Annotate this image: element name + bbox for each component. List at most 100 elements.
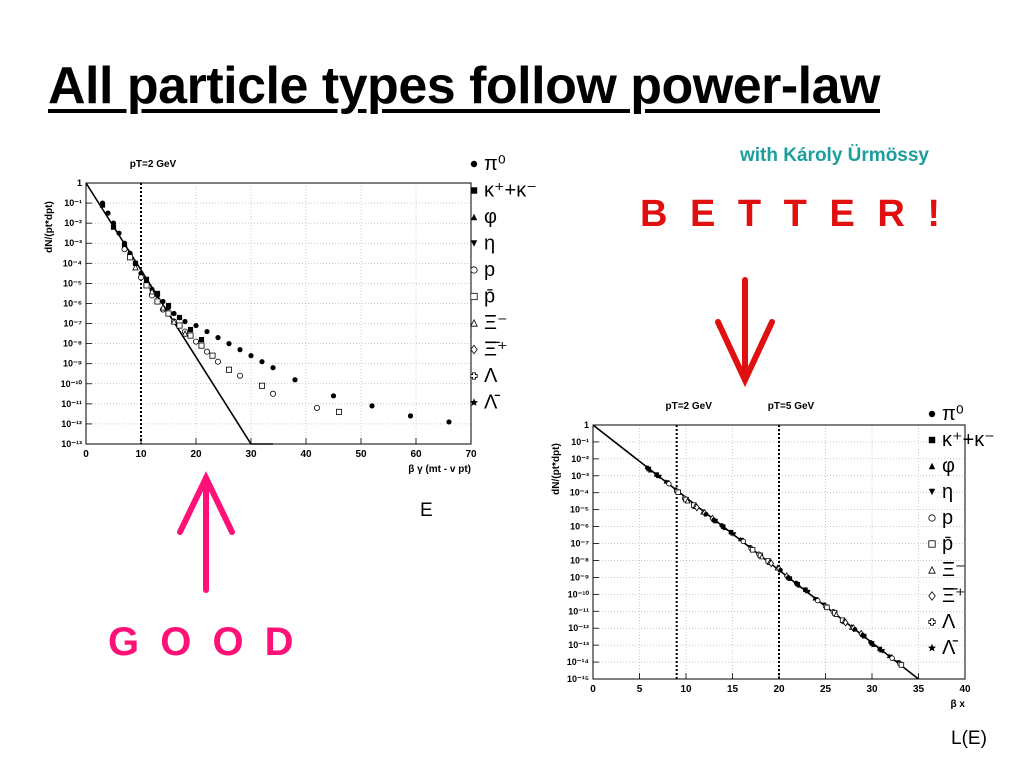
data-point [236, 372, 243, 379]
data-point [694, 503, 700, 512]
data-point [165, 310, 172, 317]
data-point [160, 298, 166, 305]
grid-lines [592, 424, 966, 680]
y-tick-label: 10⁻³ [64, 238, 82, 248]
legend-marker [470, 318, 478, 327]
data-point [198, 337, 205, 343]
data-point [330, 393, 337, 399]
data-point [313, 404, 320, 411]
legend-label: Λ̄ [942, 637, 958, 659]
data-point [796, 583, 802, 588]
cut-line-label: pT=5 GeV [768, 401, 815, 412]
slide-title: All particle types follow power-law [48, 57, 881, 115]
y-tick-label: 10⁻⁷ [571, 539, 590, 549]
legend-2: π⁰ κ⁺+κ⁻ φηp p̄ Ξ⁻ Ξ̄⁺ Λ Λ̄ [928, 403, 995, 659]
fit-line [85, 182, 273, 445]
data-point [646, 466, 652, 472]
x-tick-label: 20 [190, 449, 202, 460]
legend-marker [470, 160, 478, 168]
plot-area-2: 0 5 10 15 20 25 30 35 40 1 10⁻¹ 10⁻² 10⁻³ 10⁻⁴ 10⁻⁵ 10⁻… [551, 401, 971, 710]
data-point [666, 481, 672, 487]
y-tick-label: 10⁻² [571, 454, 589, 464]
y-tick-label: 10⁻⁴ [63, 258, 82, 268]
y-tick-label: 10⁻¹² [61, 419, 82, 429]
y-tick-label: 10⁻⁷ [64, 319, 83, 329]
good-up-arrow-icon [177, 471, 235, 593]
legend-label: π⁰ [942, 403, 964, 425]
x-tick-label: 50 [355, 449, 367, 460]
legend-marker [470, 398, 478, 406]
data-point [258, 382, 265, 389]
x-tick-label: 0 [590, 684, 596, 695]
x-tick-label: 40 [959, 684, 971, 695]
x-tick-label: 10 [680, 684, 692, 695]
legend-marker [928, 462, 936, 470]
data-point [154, 298, 161, 305]
x-tick-label: 15 [727, 684, 739, 695]
legend-marker [470, 372, 478, 380]
data-point [824, 604, 830, 611]
data-point [165, 302, 172, 309]
data-point [105, 210, 111, 216]
y-tick-label: 10⁻¹³ [568, 640, 589, 650]
data-point [703, 511, 709, 517]
y-tick-label: 10⁻¹² [568, 623, 589, 633]
y-axis-label: dN/(pt*dpt) [551, 443, 562, 495]
legend-marker [928, 488, 936, 496]
data-point [203, 348, 210, 355]
data-point [787, 576, 793, 581]
y-tick-label: 10⁻¹⁰ [568, 589, 590, 599]
data-point [269, 390, 276, 397]
data-point [889, 655, 895, 661]
series-1 [99, 202, 205, 343]
legend-marker [928, 565, 936, 574]
data-point [713, 518, 718, 524]
x-tick-label: 5 [637, 684, 643, 695]
data-point [731, 532, 737, 537]
data-point [335, 408, 342, 415]
legend-label: Ξ⁻ [942, 559, 966, 581]
legend-label: π⁰ [484, 153, 506, 175]
y-tick-label: 10⁻⁶ [570, 522, 589, 532]
data-point [248, 353, 254, 359]
better-label: B E T T E R ! [640, 193, 946, 235]
legend-label: p̄ [484, 286, 495, 308]
legend-marker [470, 240, 478, 247]
plot-area-1: 0 10 20 30 40 50 60 70 1 10⁻¹ 10⁻² 10⁻³ 10⁻⁴ 10⁻⁵ 10⁻⁶… [44, 159, 477, 475]
data-point [143, 282, 150, 289]
data-point [842, 618, 849, 627]
y-tick-label: 10⁻⁶ [63, 298, 82, 308]
data-points [99, 200, 452, 425]
x-tick-label: 60 [410, 449, 422, 460]
legend-1: π⁰ κ⁺+κ⁻ φηp p̄ Ξ⁻ Ξ̄⁺ Λ Λ̄ [470, 153, 537, 414]
caption-left: E [420, 500, 433, 521]
y-tick-label: 10⁻⁸ [570, 555, 589, 565]
data-point [110, 220, 117, 226]
data-point [871, 642, 876, 647]
data-point [369, 403, 375, 409]
data-point [138, 270, 144, 276]
legend-marker [928, 410, 936, 418]
legend-label: Ξ̄⁺ [484, 339, 508, 361]
series-4 [132, 263, 189, 337]
legend-label: η [942, 481, 953, 503]
x-tick-label: 30 [245, 449, 257, 460]
y-tick-label: 10⁻¹ [571, 437, 589, 447]
data-point [833, 610, 840, 617]
data-point [259, 359, 265, 365]
x-tick-label: 0 [83, 449, 89, 460]
caption-right: L(E) [951, 728, 987, 749]
data-point [116, 230, 122, 236]
data-point [121, 246, 128, 253]
legend-label: κ⁺+κ⁻ [942, 429, 995, 451]
y-tick-label: 10⁻¹¹ [568, 606, 589, 616]
legend-marker [470, 187, 478, 194]
data-point [132, 263, 139, 271]
legend-marker [470, 292, 478, 301]
data-point [270, 365, 276, 371]
y-tick-label: 10⁻⁸ [63, 339, 82, 349]
x-tick-label: 10 [135, 449, 147, 460]
data-point [204, 328, 210, 335]
data-point [728, 529, 734, 535]
legend-label: Λ̄ [484, 392, 500, 414]
